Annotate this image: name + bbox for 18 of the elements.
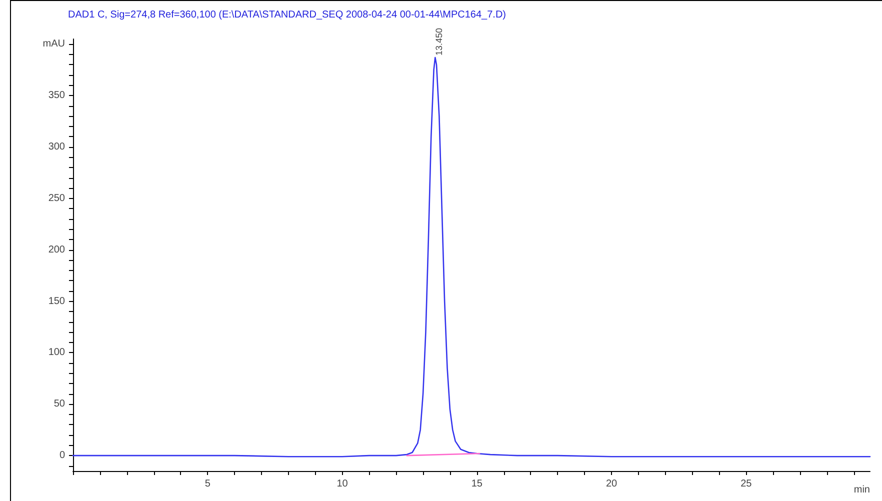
y-tick-label: 200 [48, 244, 66, 256]
x-tick-label: 5 [204, 478, 211, 490]
y-tick-label: 150 [48, 296, 66, 307]
y-tick-label: 250 [48, 192, 66, 204]
y-tick-label: 0 [59, 450, 66, 462]
y-tick-label: 50 [54, 398, 66, 410]
y-tick-label: 100 [48, 347, 66, 358]
line-series [72, 56, 871, 458]
x-axis-title: min [854, 484, 870, 496]
x-tick-label: 20 [606, 478, 618, 490]
y-tick-label: 300 [48, 142, 66, 152]
x-tick-label: 15 [471, 478, 483, 490]
x-tick-label: 10 [336, 478, 348, 490]
x-tick-label: 25 [740, 478, 752, 490]
chart-title: DAD1 C, Sig=274,8 Ref=360,100 (E:\DATA\STANDARD_SEQ 2008-04-24 00-01-44\MPC164_7.D) [68, 10, 506, 20]
annotation: 13.450 [434, 28, 444, 56]
y-tick-label: mAU [42, 38, 65, 50]
y-tick-label: 350 [48, 90, 66, 102]
